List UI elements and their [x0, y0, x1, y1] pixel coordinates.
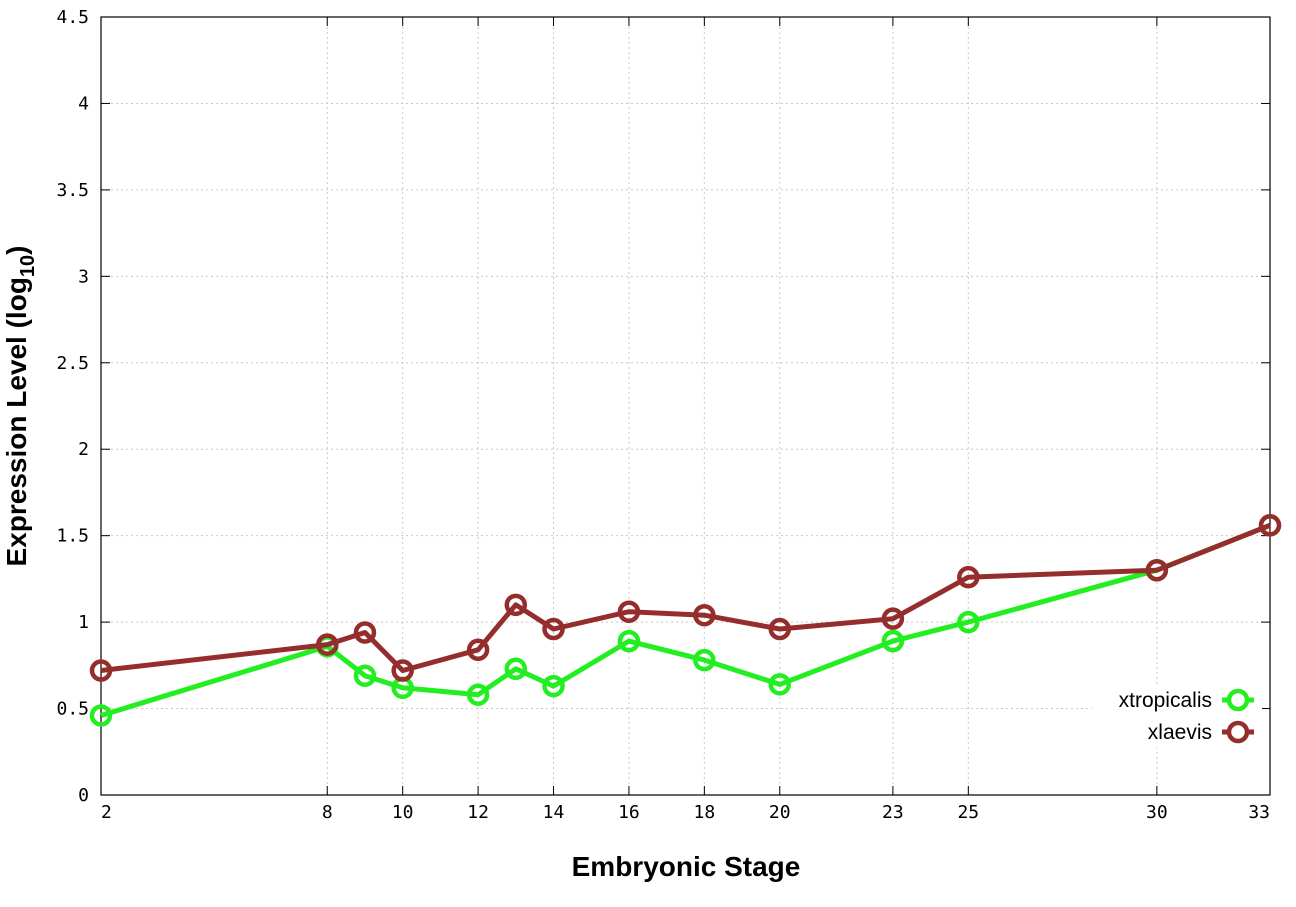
- data-point-xtropicalis: [89, 704, 113, 727]
- data-point-xlaevis: [353, 621, 377, 644]
- legend: xtropicalis xlaevis: [1092, 684, 1262, 748]
- y-tick-label: 0.5: [56, 699, 89, 720]
- data-point-xlaevis: [693, 603, 716, 627]
- tick-layer: 0 0.5 1 1.5 2 2.5 3 3.5 4 4.5 2 8 10 12 14 16 18 20 23 25 30…: [56, 7, 1271, 823]
- data-point-xlaevis: [1145, 558, 1169, 582]
- legend-marker-xlaevis: [1226, 720, 1250, 744]
- data-point-xtropicalis: [693, 648, 716, 672]
- data-point-xlaevis: [881, 607, 905, 630]
- data-point-xtropicalis: [466, 683, 490, 706]
- data-point-xlaevis: [542, 617, 565, 641]
- y-tick-label: 0: [78, 785, 89, 806]
- data-point-xlaevis: [504, 593, 528, 617]
- grid-layer: [101, 17, 1270, 795]
- x-axis-title: Embryonic Stage: [572, 851, 801, 882]
- data-point-xlaevis: [466, 638, 490, 662]
- legend-label-xtropicalis: xtropicalis: [1119, 689, 1212, 712]
- x-tick-label: 16: [618, 802, 640, 823]
- series-xlaevis: [89, 514, 1282, 682]
- legend-marker-xtropicalis: [1226, 688, 1250, 712]
- data-point-xlaevis: [957, 565, 980, 589]
- data-point-xlaevis: [768, 617, 792, 641]
- x-tick-label: 30: [1146, 802, 1168, 823]
- plot-frame: [100, 16, 1271, 796]
- x-tick-label: 33: [1248, 802, 1270, 823]
- y-tick-label: 3: [78, 266, 89, 287]
- data-point-xlaevis: [391, 659, 414, 682]
- y-axis-title-main: Expression Level (log: [1, 277, 32, 566]
- x-tick-label: 12: [467, 802, 489, 823]
- y-tick-label: 2: [78, 439, 89, 460]
- data-point-xtropicalis: [504, 657, 528, 681]
- y-tick-label: 4.5: [56, 7, 89, 28]
- x-tick-label: 2: [101, 802, 112, 823]
- series-line-xlaevis: [100, 522, 1271, 673]
- data-point-xtropicalis: [768, 673, 792, 696]
- y-axis-title-subscript: 10: [17, 255, 39, 277]
- data-point-xtropicalis: [881, 629, 905, 653]
- y-axis-title: Expression Level (log10): [1, 246, 39, 567]
- y-axis-title-close: ): [1, 246, 32, 255]
- x-tick-label: 18: [694, 802, 716, 823]
- data-point-xlaevis: [1258, 514, 1282, 537]
- data-point-xtropicalis: [353, 664, 377, 687]
- series-line-xtropicalis: [100, 522, 1271, 718]
- data-point-xtropicalis: [617, 629, 641, 653]
- data-point-xlaevis: [617, 600, 641, 623]
- legend-label-xlaevis: xlaevis: [1148, 721, 1212, 744]
- y-tick-label: 4: [78, 93, 89, 114]
- data-point-xlaevis: [316, 633, 339, 656]
- x-tick-label: 25: [957, 802, 979, 823]
- y-tick-label: 1: [78, 612, 89, 633]
- x-tick-label: 23: [882, 802, 904, 823]
- x-tick-label: 14: [543, 802, 565, 823]
- data-point-xtropicalis: [542, 674, 565, 698]
- x-tick-label: 10: [392, 802, 414, 823]
- y-tick-label: 2.5: [56, 353, 89, 374]
- y-tick-label: 3.5: [56, 180, 89, 201]
- y-tick-label: 1.5: [56, 526, 89, 547]
- series-layer: [89, 514, 1282, 727]
- x-tick-label: 8: [322, 802, 333, 823]
- x-tick-label: 20: [769, 802, 791, 823]
- data-point-xtropicalis: [957, 610, 980, 634]
- data-point-xlaevis: [89, 659, 113, 682]
